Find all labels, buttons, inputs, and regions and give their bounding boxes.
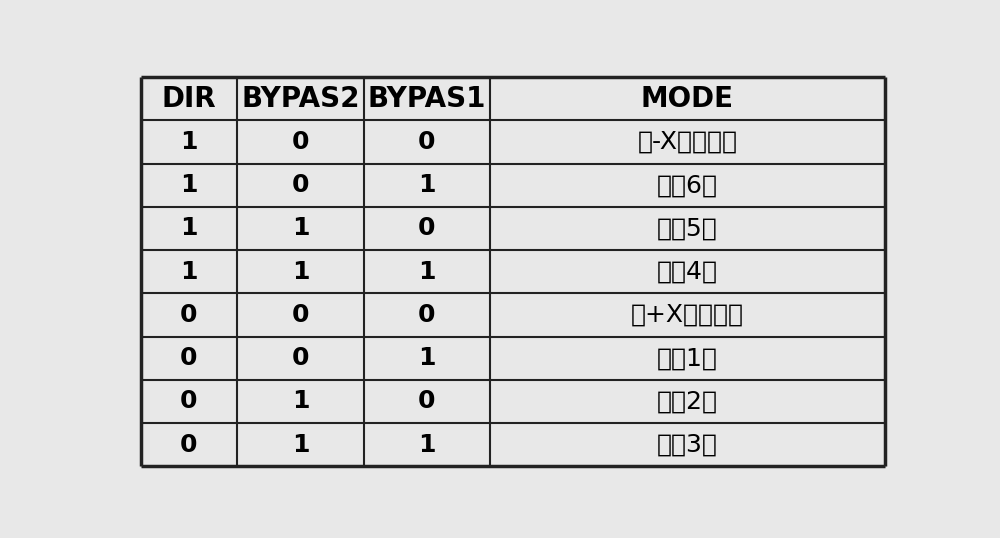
- Bar: [237, 77, 364, 121]
- Text: MODE: MODE: [641, 84, 734, 112]
- Bar: [237, 164, 364, 207]
- Bar: [490, 380, 885, 423]
- Bar: [364, 337, 490, 380]
- Text: 0: 0: [180, 433, 198, 457]
- Text: 0: 0: [418, 216, 436, 240]
- Text: 寻套1列: 寻套1列: [657, 346, 718, 370]
- Text: 沿+X方向积分: 沿+X方向积分: [631, 303, 744, 327]
- Bar: [140, 164, 237, 207]
- Bar: [364, 250, 490, 293]
- Text: 0: 0: [292, 173, 309, 197]
- Text: 1: 1: [292, 433, 309, 457]
- Bar: [364, 164, 490, 207]
- Bar: [140, 293, 237, 337]
- Bar: [490, 207, 885, 250]
- Text: 寻套2列: 寻套2列: [657, 390, 718, 414]
- Bar: [140, 337, 237, 380]
- Bar: [490, 250, 885, 293]
- Text: 0: 0: [418, 303, 436, 327]
- Text: 0: 0: [418, 130, 436, 154]
- Bar: [490, 337, 885, 380]
- Text: BYPAS1: BYPAS1: [368, 84, 486, 112]
- Bar: [237, 121, 364, 164]
- Text: 1: 1: [180, 173, 198, 197]
- Bar: [364, 380, 490, 423]
- Text: 1: 1: [180, 130, 198, 154]
- Text: 1: 1: [418, 173, 436, 197]
- Text: 1: 1: [292, 390, 309, 414]
- Text: 0: 0: [292, 130, 309, 154]
- Text: 1: 1: [180, 260, 198, 284]
- Text: 0: 0: [418, 390, 436, 414]
- Text: 0: 0: [292, 303, 309, 327]
- Text: 寻套5列: 寻套5列: [657, 216, 718, 240]
- Bar: [364, 423, 490, 466]
- Bar: [140, 250, 237, 293]
- Text: 寻套4列: 寻套4列: [657, 260, 718, 284]
- Bar: [140, 77, 237, 121]
- Bar: [490, 423, 885, 466]
- Bar: [364, 207, 490, 250]
- Text: 0: 0: [180, 346, 198, 370]
- Text: 1: 1: [180, 216, 198, 240]
- Bar: [364, 121, 490, 164]
- Bar: [237, 293, 364, 337]
- Bar: [364, 77, 490, 121]
- Bar: [140, 380, 237, 423]
- Text: 1: 1: [292, 260, 309, 284]
- Text: 0: 0: [180, 303, 198, 327]
- Text: 0: 0: [292, 346, 309, 370]
- Bar: [364, 293, 490, 337]
- Text: 1: 1: [292, 216, 309, 240]
- Bar: [490, 121, 885, 164]
- Bar: [140, 207, 237, 250]
- Text: BYPAS2: BYPAS2: [241, 84, 360, 112]
- Bar: [490, 77, 885, 121]
- Text: 寻套6列: 寻套6列: [657, 173, 718, 197]
- Text: 0: 0: [180, 390, 198, 414]
- Bar: [490, 164, 885, 207]
- Bar: [237, 337, 364, 380]
- Text: 1: 1: [418, 260, 436, 284]
- Text: 1: 1: [418, 433, 436, 457]
- Bar: [237, 423, 364, 466]
- Text: 沿-X方向积分: 沿-X方向积分: [637, 130, 737, 154]
- Bar: [237, 250, 364, 293]
- Bar: [140, 121, 237, 164]
- Bar: [237, 207, 364, 250]
- Text: 寻套3列: 寻套3列: [657, 433, 718, 457]
- Bar: [490, 293, 885, 337]
- Bar: [237, 380, 364, 423]
- Text: DIR: DIR: [162, 84, 216, 112]
- Text: 1: 1: [418, 346, 436, 370]
- Bar: [140, 423, 237, 466]
